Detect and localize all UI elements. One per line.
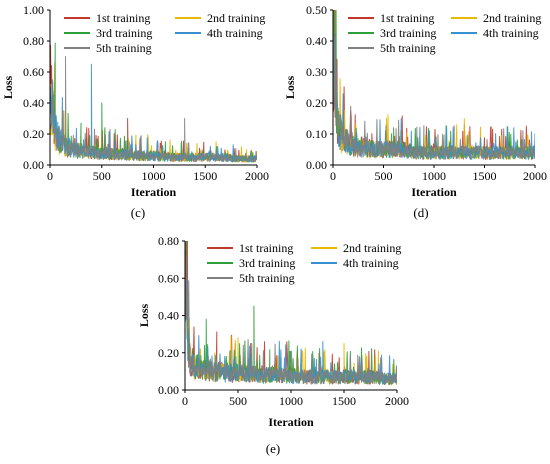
y-tick-label: 0.00 [306,158,327,172]
y-axis-label: Loss [137,303,151,327]
panel-caption: (e) [266,441,280,456]
legend: 1st training 2nd training 3rd training 4th … [64,11,265,55]
x-tick-label: 0 [182,394,188,408]
x-tick-label: 500 [93,169,111,183]
series-line-3 [50,31,257,163]
x-axis-label: Iteration [411,185,457,199]
y-tick-label: 0.60 [23,65,44,79]
panel-caption: (c) [131,205,145,220]
legend-label-2: 2nd training [483,11,541,25]
y-tick-label: 0.20 [158,346,179,360]
y-axis-label: Loss [283,75,297,99]
chart-panel-0: 0 500 1000 1500 2000 0.00 0.20 0.40 0.60 0.80 1.00… [1,3,269,220]
x-tick-label: 1500 [473,169,497,183]
y-tick-label: 0.00 [158,383,179,397]
plot-area [185,241,397,386]
y-tick-label: 0.40 [158,309,179,323]
y-tick-label: 0.40 [23,96,44,110]
x-tick-label: 1500 [193,169,217,183]
x-tick-label: 1000 [142,169,166,183]
legend-label-3: 3rd training [380,26,436,40]
x-tick-label: 1500 [332,394,356,408]
x-tick-label: 500 [229,394,247,408]
y-tick-label: 0.20 [306,96,327,110]
legend-label-2: 2nd training [343,241,401,255]
legend: 1st training 2nd training 3rd training 4th … [207,241,401,285]
y-tick-label: 0.00 [23,158,44,172]
legend-label-5: 5th training [239,271,295,285]
x-tick-label: 1000 [279,394,303,408]
legend-label-2: 2nd training [207,11,265,25]
y-tick-label: 0.80 [23,34,44,48]
series-line-5 [185,255,397,385]
chart-panel-2: 0 500 1000 1500 2000 0.00 0.20 0.40 0.60 0.80 Iter… [137,234,409,456]
chart-panel-1: 0 500 1000 1500 2000 0.00 0.10 0.20 0.30 0.40 0.50… [283,3,547,220]
x-axis-label: Iteration [268,415,314,429]
y-axis-label: Loss [1,75,15,99]
y-tick-label: 0.50 [306,3,327,17]
x-tick-label: 2000 [385,394,409,408]
legend-label-4: 4th training [207,26,263,40]
x-axis-label: Iteration [131,185,177,199]
y-tick-label: 0.80 [158,234,179,248]
legend-label-1: 1st training [380,11,434,25]
legend-label-1: 1st training [96,11,150,25]
plot-area [333,10,535,160]
x-tick-label: 0 [47,169,53,183]
legend-label-1: 1st training [239,241,293,255]
legend: 1st training 2nd training 3rd training 4th … [348,11,541,55]
x-tick-label: 500 [375,169,393,183]
y-tick-label: 0.20 [23,127,44,141]
y-tick-label: 0.60 [158,271,179,285]
legend-label-3: 3rd training [96,26,152,40]
x-tick-label: 0 [330,169,336,183]
legend-label-4: 4th training [483,26,539,40]
y-tick-label: 0.10 [306,127,327,141]
series-line-5 [333,10,535,160]
legend-label-5: 5th training [380,41,436,55]
legend-label-4: 4th training [343,256,399,270]
y-tick-label: 0.40 [306,34,327,48]
plot-area [50,31,257,163]
legend-label-5: 5th training [96,41,152,55]
panel-caption: (d) [413,205,428,220]
legend-label-3: 3rd training [239,256,295,270]
y-tick-label: 0.30 [306,65,327,79]
x-tick-label: 2000 [245,169,269,183]
series-line-5 [50,56,257,163]
x-tick-label: 2000 [523,169,547,183]
y-tick-label: 1.00 [23,3,44,17]
x-tick-label: 1000 [422,169,446,183]
